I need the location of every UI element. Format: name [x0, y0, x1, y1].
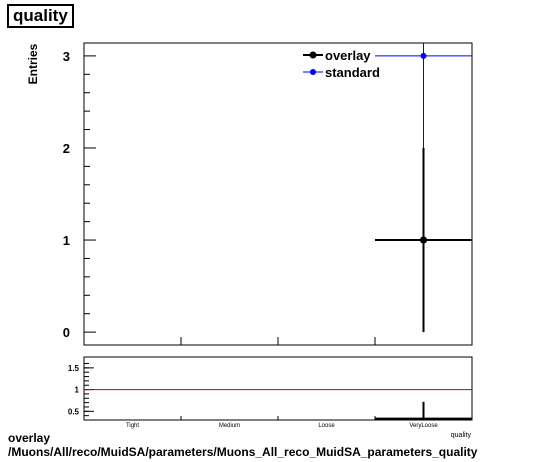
- x-category-label: Tight: [126, 423, 139, 429]
- y-tick-label: 3: [63, 49, 70, 64]
- y-tick-label: 1: [63, 233, 70, 248]
- ratio-y-tick-label: 1: [75, 386, 80, 395]
- footer-label-path: /Muons/All/reco/MuidSA/parameters/Muons_…: [8, 445, 478, 459]
- legend-overlay-label: overlay: [325, 48, 371, 63]
- chart-title: quality: [7, 4, 74, 28]
- x-category-label: Medium: [219, 423, 240, 429]
- overlay-point: [419, 236, 428, 244]
- ratio-plot-frame: [83, 356, 473, 421]
- y-tick-label: 2: [63, 141, 70, 156]
- legend-overlay-marker: [309, 51, 317, 59]
- y-axis-label: Entries: [26, 43, 40, 84]
- legend-standard-marker: [310, 69, 316, 75]
- ratio-y-tick-label: 0.5: [68, 407, 80, 416]
- ratio-y-tick-label: 1.5: [68, 364, 80, 373]
- y-tick-label: 0: [63, 325, 70, 340]
- footer-label-overlay: overlay: [8, 431, 51, 445]
- standard-point: [420, 52, 427, 59]
- x-axis-label: quality: [451, 432, 472, 439]
- x-category-label: Loose: [318, 423, 335, 429]
- main-plot-frame: [83, 42, 473, 346]
- legend-standard-label: standard: [325, 65, 380, 80]
- x-category-label: VeryLoose: [409, 423, 438, 429]
